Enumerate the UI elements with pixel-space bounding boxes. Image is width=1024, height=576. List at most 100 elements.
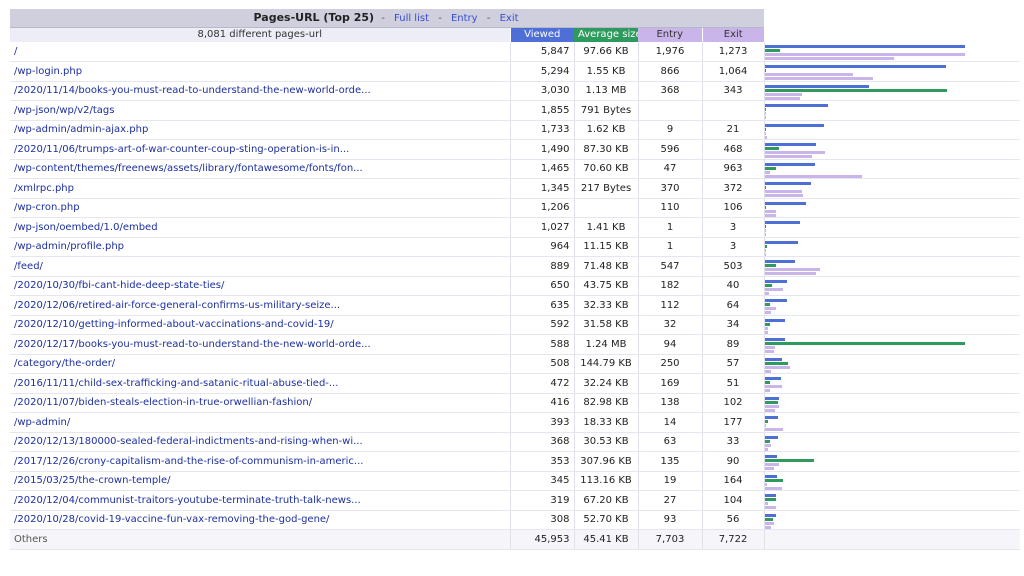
exit-column-header: Exit: [701, 27, 765, 42]
page-url[interactable]: /2020/12/04/communist-traitors-youtube-t…: [10, 490, 511, 511]
page-url[interactable]: /category/the-order/: [10, 354, 511, 374]
exit-bar: [765, 272, 816, 275]
entry-value: 866: [638, 61, 703, 82]
entry-bar: [765, 112, 766, 115]
table-title: Pages-URL (Top 25): [253, 11, 375, 25]
page-url[interactable]: /wp-admin/profile.php: [10, 237, 511, 257]
bar-cell: [763, 61, 1021, 82]
exit-bar: [765, 57, 894, 60]
page-url[interactable]: /2020/12/06/retired-air-force-general-co…: [10, 295, 511, 316]
page-url[interactable]: /wp-admin/admin-ajax.php: [10, 120, 511, 140]
exit-value: 51: [702, 373, 765, 394]
entry-link[interactable]: Entry: [450, 13, 478, 25]
page-url[interactable]: /feed/: [10, 256, 511, 277]
viewed-value: 472: [510, 373, 575, 394]
table-row: /2020/12/17/books-you-must-read-to-under…: [10, 334, 1021, 355]
average-size-bar: [765, 108, 766, 111]
average-size-bar: [765, 478, 783, 482]
exit-bar: [765, 213, 776, 217]
page-url[interactable]: /2020/10/28/covid-19-vaccine-fun-vax-rem…: [10, 510, 511, 530]
table-row: /2020/11/06/trumps-art-of-war-counter-co…: [10, 139, 1021, 160]
full-list-link[interactable]: Full list: [394, 13, 429, 25]
others-label: Others: [10, 529, 511, 550]
entry-value: 169: [638, 373, 703, 394]
table-row: /wp-json/wp/v2/tags 1,855 791 Bytes: [10, 100, 1021, 121]
entry-bar: [765, 170, 770, 174]
viewed-bar: [765, 65, 946, 68]
entry-bar: [765, 190, 802, 193]
entry-value: 368: [638, 81, 703, 101]
table-row: /wp-json/oembed/1.0/embed 1,027 1.41 KB 1 3: [10, 217, 1021, 238]
page-url[interactable]: /2020/12/13/180000-sealed-federal-indict…: [10, 432, 511, 452]
viewed-value: 308: [510, 510, 575, 530]
average-size-value: 1.55 KB: [574, 61, 639, 82]
exit-value: 503: [702, 256, 765, 277]
average-size-value: 82.98 KB: [574, 393, 639, 413]
page-url[interactable]: /: [10, 42, 511, 62]
page-url[interactable]: /2020/11/07/biden-steals-election-in-tru…: [10, 393, 511, 413]
pages-url-table: Pages-URL (Top 25) - Full list - Entry -…: [10, 9, 1021, 550]
page-url[interactable]: /wp-admin/: [10, 412, 511, 433]
page-url[interactable]: /wp-json/wp/v2/tags: [10, 100, 511, 121]
viewed-value: 1,345: [510, 178, 575, 199]
viewed-value: 964: [510, 237, 575, 257]
page-url[interactable]: /wp-cron.php: [10, 198, 511, 218]
bar-cell: [763, 432, 1021, 452]
entry-bar: [765, 53, 965, 56]
table-row: /2016/11/11/child-sex-trafficking-and-sa…: [10, 373, 1021, 394]
entry-value: 135: [638, 451, 703, 472]
average-size-value: 1.13 MB: [574, 81, 639, 101]
table-row: /2020/11/07/biden-steals-election-in-tru…: [10, 393, 1021, 413]
viewed-bar: [765, 318, 785, 322]
viewed-bar: [765, 455, 777, 458]
page-url[interactable]: /wp-login.php: [10, 61, 511, 82]
bar-cell: [763, 451, 1021, 472]
exit-value: 90: [702, 451, 765, 472]
page-url[interactable]: /2020/10/30/fbi-cant-hide-deep-state-tie…: [10, 276, 511, 296]
page-url[interactable]: /2020/11/14/books-you-must-read-to-under…: [10, 81, 511, 101]
table-row: /category/the-order/508 144.79 KB 250 57: [10, 354, 1021, 374]
page-url[interactable]: /xmlrpc.php: [10, 178, 511, 199]
table-row: /wp-admin/profile.php 964 11.15 KB 1 3: [10, 237, 1021, 257]
viewed-bar: [765, 123, 824, 127]
exit-value: 963: [702, 159, 765, 179]
table-row: /2020/12/06/retired-air-force-general-co…: [10, 295, 1021, 316]
exit-bar: [765, 428, 783, 431]
bar-cell: [763, 256, 1021, 277]
average-size-value: 307.96 KB: [574, 451, 639, 472]
bar-cell: [763, 237, 1021, 257]
bar-cell: [763, 510, 1021, 530]
exit-bar: [765, 506, 776, 509]
average-size-bar: [765, 361, 788, 365]
page-url[interactable]: /2016/11/11/child-sex-trafficking-and-sa…: [10, 373, 511, 394]
table-row: /2020/10/28/covid-19-vaccine-fun-vax-rem…: [10, 510, 1021, 530]
exit-value: 343: [702, 81, 765, 101]
average-size-value: 43.75 KB: [574, 276, 639, 296]
entry-bar: [765, 209, 776, 213]
entry-value: 138: [638, 393, 703, 413]
entry-bar: [765, 287, 783, 291]
page-url[interactable]: /2020/12/10/getting-informed-about-vacci…: [10, 315, 511, 335]
exit-value: 3: [702, 237, 765, 257]
page-url[interactable]: /wp-json/oembed/1.0/embed: [10, 217, 511, 238]
page-url[interactable]: /wp-content/themes/freenews/assets/libra…: [10, 159, 511, 179]
exit-bar: [765, 96, 800, 100]
average-size-value: 32.33 KB: [574, 295, 639, 316]
viewed-value: 650: [510, 276, 575, 296]
page-url[interactable]: /2020/11/06/trumps-art-of-war-counter-co…: [10, 139, 511, 160]
average-size-bar: [765, 69, 766, 72]
bar-cell: [763, 393, 1021, 413]
page-url[interactable]: /2015/03/25/the-crown-temple/: [10, 471, 511, 491]
exit-value: [702, 100, 765, 121]
viewed-value: 635: [510, 295, 575, 316]
exit-value: 57: [702, 354, 765, 374]
exit-value: 34: [702, 315, 765, 335]
average-size-bar: [765, 127, 766, 131]
entry-value: 7,703: [638, 529, 703, 550]
exit-bar: [765, 447, 768, 451]
exit-link[interactable]: Exit: [499, 13, 519, 25]
page-url[interactable]: /2020/12/17/books-you-must-read-to-under…: [10, 334, 511, 355]
bar-cell: [763, 120, 1021, 140]
entry-bar: [765, 307, 776, 310]
page-url[interactable]: /2017/12/26/crony-capitalism-and-the-ris…: [10, 451, 511, 472]
